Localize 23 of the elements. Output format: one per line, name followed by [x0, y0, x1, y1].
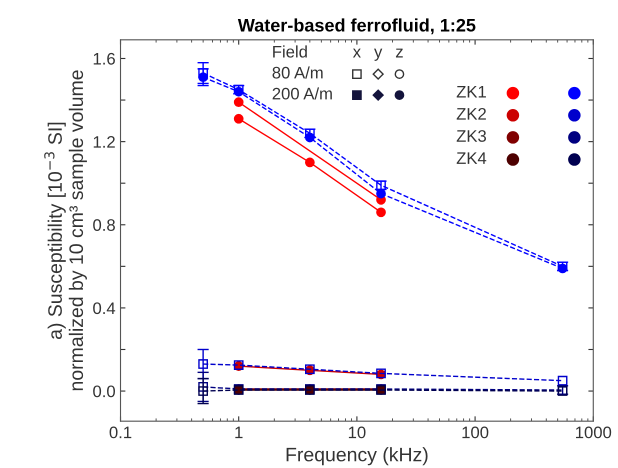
- y-tick-label: 1.2: [94, 136, 115, 148]
- annotation: x: [352, 48, 361, 58]
- annotation: z: [396, 48, 403, 58]
- x-tick-label: 0.1: [110, 426, 132, 438]
- y-tick-label: 0.8: [93, 219, 115, 231]
- legend-label: ZK1: [456, 86, 486, 98]
- annotation: y: [374, 48, 382, 61]
- legend-label: ZK3: [456, 130, 486, 142]
- x-tick-label: 1: [235, 426, 243, 438]
- x-tick-label: 100: [462, 426, 488, 438]
- x-tick-label: 1000: [576, 426, 612, 438]
- legend-label: ZK4: [456, 152, 486, 164]
- annotation: 200 A/m: [272, 87, 332, 100]
- y-tick-label: 1.6: [94, 52, 115, 65]
- x-tick-label: 10: [348, 426, 366, 438]
- legend-label: ZK2: [456, 108, 486, 120]
- y-tick-label: 0.0: [93, 385, 115, 398]
- chart-title: Water-based ferrofluid, 1:25: [238, 18, 476, 34]
- annotation: Field: [273, 45, 307, 58]
- y-axis-title: a) Susceptibility [10$^{−3}$ SI] normalized by 10 cm³ sample volume: [44, 70, 87, 390]
- x-axis-title: Frequency (kHz): [286, 447, 428, 466]
- annotation: 80 A/m: [272, 66, 323, 79]
- y-tick-label: 0.4: [93, 302, 116, 314]
